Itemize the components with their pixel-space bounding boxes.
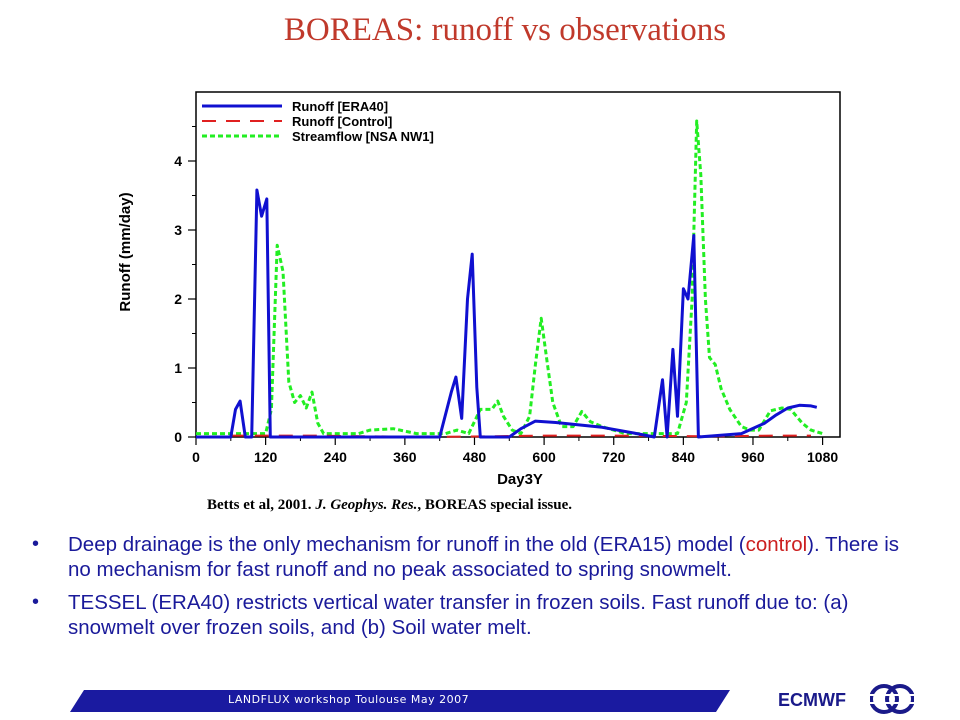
- bullet-dot-icon: •: [32, 591, 40, 613]
- y-tick-label: 0: [174, 429, 182, 445]
- citation-rest: , BOREAS special issue.: [417, 497, 572, 513]
- x-tick-label: 120: [254, 449, 278, 465]
- bullet-text-part1: TESSEL (ERA40) restricts vertical water …: [68, 591, 849, 639]
- bullet-dot-icon: •: [32, 533, 40, 555]
- series-line-0: [196, 188, 818, 439]
- x-tick-label: 960: [741, 449, 765, 465]
- chart-legend: Runoff [ERA40]Runoff [Control]Streamflow…: [202, 99, 434, 144]
- x-tick-label: 0: [192, 449, 200, 465]
- bullet-list: • Deep drainage is the only mechanism for…: [30, 532, 910, 648]
- x-tick-label: 360: [393, 449, 417, 465]
- legend-label: Streamflow [NSA NW1]: [292, 129, 434, 144]
- x-tick-label: 600: [532, 449, 556, 465]
- runoff-chart: 0 1 2 3 4 0 120 240 360 480 600 720 840 960 1080 Runof…: [117, 91, 841, 488]
- x-axis-label: Day3Y: [497, 471, 543, 488]
- footer-bar: [70, 690, 730, 712]
- citation-journal: J. Geophys. Res.: [315, 497, 418, 513]
- citation: Betts et al, 2001. J. Geophys. Res., BOR…: [207, 497, 572, 514]
- y-tick-label: 4: [174, 153, 182, 169]
- y-tick-label: 3: [174, 222, 182, 238]
- x-tick-label: 240: [324, 449, 348, 465]
- x-tick-label: 720: [602, 449, 626, 465]
- bullet-item: • Deep drainage is the only mechanism for…: [30, 532, 910, 582]
- x-tick-label: 1080: [807, 449, 838, 465]
- slide-title: BOREAS: runoff vs observations: [283, 12, 727, 48]
- bullet-text-part1: Deep drainage is the only mechanism for …: [68, 533, 746, 556]
- legend-label: Runoff [Control]: [292, 114, 392, 129]
- ecmwf-label: ECMWF: [778, 690, 846, 710]
- bullet-text-part2: ). There is no mechanism for fast runoff…: [68, 533, 900, 581]
- bullet-item: • TESSEL (ERA40) restricts vertical water…: [30, 590, 910, 640]
- citation-authors: Betts et al, 2001.: [207, 497, 312, 513]
- x-tick-label: 480: [463, 449, 487, 465]
- legend-label: Runoff [ERA40]: [292, 99, 388, 114]
- bullet-highlight: control: [745, 533, 808, 556]
- chart-series: [196, 119, 824, 439]
- chart-axes: 0 1 2 3 4 0 120 240 360 480 600 720 840 960 1080: [174, 91, 841, 465]
- ecmwf-logo-icon: [870, 684, 914, 714]
- y-tick-label: 2: [174, 291, 182, 307]
- x-tick-label: 840: [672, 449, 696, 465]
- y-tick-label: 1: [174, 360, 182, 376]
- series-line-2: [196, 119, 824, 436]
- y-axis-label: Runoff (mm/day): [117, 192, 134, 311]
- footer-text: LANDFLUX workshop Toulouse May 2007: [228, 693, 470, 706]
